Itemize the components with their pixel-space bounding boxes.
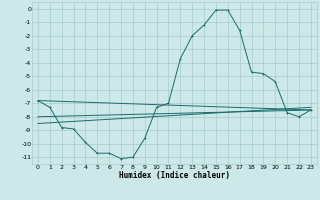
X-axis label: Humidex (Indice chaleur): Humidex (Indice chaleur) — [119, 171, 230, 180]
